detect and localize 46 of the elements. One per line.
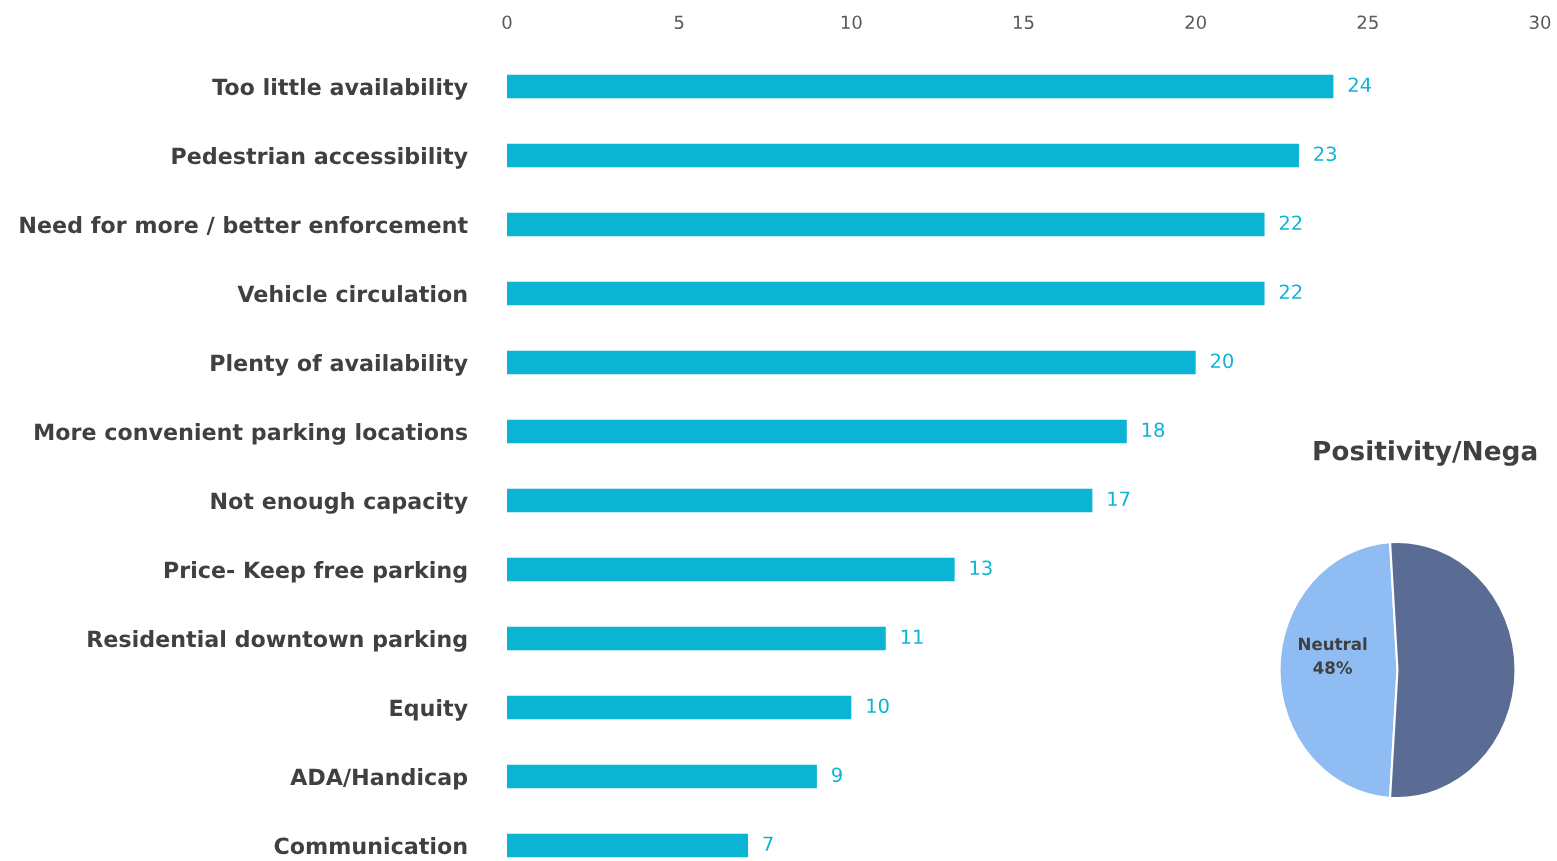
x-tick-label: 20 <box>1185 15 1206 30</box>
y-tick-label: ADA/Handicap <box>290 768 468 790</box>
bar <box>507 764 817 789</box>
chart-title: Positivity/Nega <box>1314 440 1537 466</box>
y-tick-label: Too little availability <box>212 78 468 100</box>
data-label: 7 <box>763 836 773 851</box>
bar <box>507 212 1265 237</box>
slice-label: Neutral <box>1299 637 1367 651</box>
x-tick-label: 30 <box>1529 15 1551 30</box>
x-tick-label: 25 <box>1357 15 1378 30</box>
data-label: 10 <box>867 698 889 714</box>
data-label: 9 <box>832 767 842 783</box>
bar <box>507 557 955 582</box>
bar <box>507 833 749 858</box>
bar <box>507 350 1196 375</box>
bar <box>507 74 1334 99</box>
bar <box>507 143 1299 168</box>
x-tick-label: 10 <box>841 15 862 30</box>
data-label: 18 <box>1142 422 1165 438</box>
bar <box>507 281 1265 306</box>
x-tick-label: 0 <box>502 15 512 30</box>
data-label: 22 <box>1279 284 1302 299</box>
data-label: 17 <box>1108 491 1130 506</box>
y-tick-label: Not enough capacity <box>211 492 468 514</box>
x-tick-label: 15 <box>1014 15 1034 30</box>
data-label: 22 <box>1279 215 1302 230</box>
bar <box>507 488 1093 513</box>
y-tick-label: Residential downtown parking <box>88 630 467 652</box>
bar <box>507 419 1127 444</box>
data-label: 20 <box>1210 353 1234 369</box>
y-tick-label: Equity <box>390 699 468 721</box>
data-label: 48% <box>1313 661 1353 674</box>
data-label: 23 <box>1314 146 1337 162</box>
y-tick-label: Price- Keep free parking <box>164 561 467 583</box>
y-tick-label: Communication <box>274 837 467 855</box>
y-tick-label: Vehicle circulation <box>237 285 467 303</box>
bar <box>507 626 886 651</box>
y-tick-label: More convenient parking locations <box>35 423 468 445</box>
y-tick-label: Pedestrian accessibility <box>172 147 468 169</box>
bar <box>507 695 852 720</box>
data-label: 13 <box>970 560 992 576</box>
data-label: 11 <box>901 629 923 644</box>
data-label: 24 <box>1348 77 1371 92</box>
y-tick-label: Need for more / better enforcement <box>20 216 468 236</box>
x-tick-label: 5 <box>674 15 684 30</box>
y-tick-label: Plenty of availability <box>211 354 468 376</box>
